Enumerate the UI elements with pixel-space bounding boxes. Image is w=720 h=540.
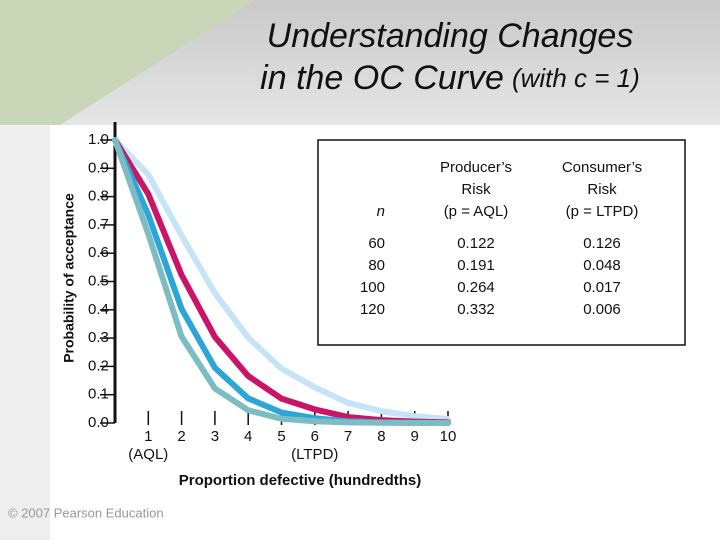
- table-cell: 0.332: [457, 301, 495, 318]
- y-tick-label: 0.8: [88, 188, 109, 205]
- x-annotation: (AQL): [128, 446, 168, 463]
- table-header: n: [377, 203, 385, 220]
- y-axis-label: Probability of acceptance: [61, 193, 77, 363]
- table-header: (p = LTPD): [566, 203, 639, 220]
- x-tick-label: 5: [277, 428, 285, 445]
- x-tick-label: 10: [440, 428, 457, 445]
- y-tick-label: 0.7: [88, 216, 109, 233]
- title-line: Understanding Changes: [267, 17, 634, 55]
- x-tick-label: 2: [177, 428, 185, 445]
- table-cell: 0.191: [457, 257, 495, 274]
- corner-accent: [0, 0, 255, 125]
- table-cell: 120: [360, 301, 385, 318]
- x-tick-label: 3: [211, 428, 219, 445]
- side-band: [0, 125, 50, 540]
- table-header: Risk: [461, 181, 491, 198]
- table-box: [317, 139, 686, 346]
- x-tick-label: 7: [344, 428, 352, 445]
- table-cell: 0.122: [457, 235, 495, 252]
- y-tick-label: 0.5: [88, 272, 109, 289]
- y-tick-label: 0.2: [88, 357, 109, 374]
- x-tick-label: 9: [411, 428, 419, 445]
- footer: © 2007 Pearson Education: [8, 505, 164, 520]
- title-note: (with c = 1): [512, 63, 640, 93]
- x-annotation: (LTPD): [291, 446, 338, 463]
- table-header: (p = AQL): [444, 203, 509, 220]
- y-tick-label: 0.3: [88, 329, 109, 346]
- x-axis-label: Proportion defective (hundredths): [179, 472, 422, 489]
- y-tick-label: 0.0: [88, 414, 109, 431]
- y-tick-label: 0.9: [88, 159, 109, 176]
- y-tick-label: 0.1: [88, 386, 109, 403]
- title-line: in the OC Curve (with c = 1): [260, 59, 640, 97]
- table-cell: 80: [368, 257, 385, 274]
- y-tick-label: 0.4: [88, 301, 109, 318]
- x-tick-label: 4: [244, 428, 252, 445]
- y-tick-label: 1.0: [88, 131, 109, 148]
- oc-curve: [112, 137, 451, 426]
- oc-curve: [112, 137, 451, 423]
- table-cell: 0.006: [583, 301, 621, 318]
- x-tick-label: 6: [311, 428, 319, 445]
- table-header: Risk: [587, 181, 617, 198]
- table-cell: 0.126: [583, 235, 621, 252]
- x-tick-label: 1: [144, 428, 152, 445]
- title-line: in the OC Curve: [260, 59, 504, 97]
- table-header: Consumer’s: [562, 159, 642, 176]
- table-cell: 0.017: [583, 279, 621, 296]
- table-header: Producer’s: [440, 159, 512, 176]
- table-cell: 60: [368, 235, 385, 252]
- table-cell: 0.048: [583, 257, 621, 274]
- y-tick-label: 0.6: [88, 244, 109, 261]
- x-tick-label: 8: [377, 428, 385, 445]
- table-cell: 0.264: [457, 279, 495, 296]
- table-cell: 100: [360, 279, 385, 296]
